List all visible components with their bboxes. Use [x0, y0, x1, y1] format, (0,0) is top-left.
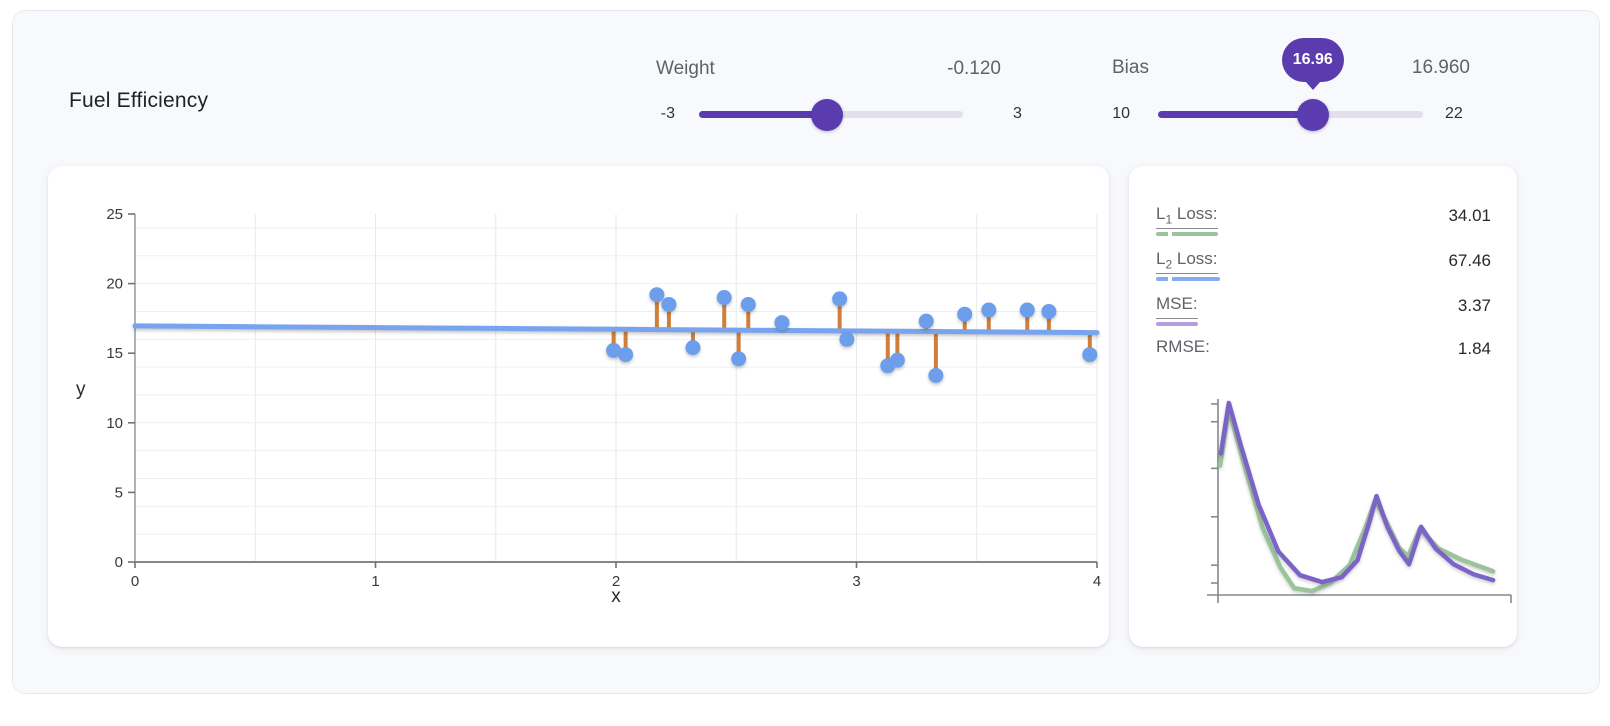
scatter-point: [957, 306, 973, 322]
x-tick-label: 1: [371, 573, 379, 590]
mse-label: MSE:: [1156, 294, 1198, 320]
loss-panel-card: L1 Loss: 34.01 L2 Loss: 67.46 MSE: 3.37 …: [1129, 166, 1517, 647]
loss-row-mse: MSE: 3.37: [1156, 294, 1491, 327]
scatter-point: [606, 342, 622, 358]
scatter-point: [839, 331, 855, 347]
x-tick-label: 0: [131, 573, 139, 590]
l1-loss-label: L1 Loss:: [1156, 204, 1218, 230]
l2-loss-value: 67.46: [1448, 251, 1491, 270]
rmse-value: 1.84: [1457, 339, 1491, 358]
l2-loss-legend-swatch: [1156, 277, 1220, 282]
y-tick-label: 0: [115, 554, 123, 571]
y-tick-label: 25: [106, 206, 123, 223]
weight-slider-track[interactable]: [699, 98, 963, 131]
bias-slider-thumb[interactable]: [1296, 98, 1329, 131]
y-tick-label: 20: [106, 276, 123, 293]
y-tick-label: 15: [106, 345, 123, 362]
bias-slider-track[interactable]: 16.96: [1158, 38, 1423, 131]
scatter-point: [889, 352, 905, 368]
scatter-point: [832, 291, 848, 307]
y-tick-label: 5: [115, 484, 123, 501]
scatter-point: [740, 296, 756, 312]
scatter-point: [649, 287, 665, 303]
scatter-point: [1019, 302, 1035, 318]
scatter-chart-card: 0 5 10 15 20 25 0 1 2 3 4 y x: [48, 166, 1109, 647]
scatter-point: [928, 367, 944, 383]
loss-row-rmse: RMSE: 1.84: [1156, 337, 1491, 367]
mse-legend-swatch: [1156, 322, 1198, 327]
scatter-points-group: [606, 287, 1098, 383]
y-tick-label: 10: [106, 415, 123, 432]
weight-slider-fill: [699, 111, 828, 118]
l2-loss-label: L2 Loss:: [1156, 249, 1218, 275]
page-title: Fuel Efficiency: [69, 89, 209, 112]
scatter-point: [1082, 347, 1098, 363]
weight-max-label: 3: [1013, 105, 1022, 122]
scatter-point: [661, 296, 677, 312]
weight-value: -0.120: [947, 58, 1001, 79]
y-axis-title: y: [76, 379, 86, 400]
x-tick-label: 3: [852, 573, 860, 590]
mse-loss-curve: [1218, 400, 1496, 585]
scatter-point: [731, 351, 747, 367]
tooltip-tail-icon: [1304, 81, 1321, 90]
weight-min-label: -3: [660, 105, 675, 122]
bias-value-tooltip: 16.96: [1281, 38, 1344, 90]
scatter-point: [1041, 303, 1057, 319]
bias-label: Bias: [1112, 57, 1149, 78]
weight-label: Weight: [656, 58, 715, 79]
x-tick-label: 2: [612, 573, 620, 590]
x-axis-title: x: [611, 586, 621, 607]
scatter-point: [618, 347, 634, 363]
scatter-point: [716, 290, 732, 306]
scatter-chart: 0 5 10 15 20 25 0 1 2 3 4 y x: [76, 206, 1101, 607]
bias-tooltip-text: 16.96: [1292, 51, 1333, 68]
scatter-point: [918, 313, 934, 329]
app-card: Fuel Efficiency Weight -0.120 -3 3 Bias …: [12, 10, 1600, 694]
weight-slider-thumb[interactable]: [811, 98, 844, 131]
model-line: [132, 323, 1100, 336]
bias-value: 16.960: [1411, 57, 1470, 78]
scatter-point: [774, 315, 790, 331]
loss-row-l1: L1 Loss: 34.01: [1156, 204, 1491, 237]
mse-value: 3.37: [1457, 296, 1491, 315]
loss-curve-chart: [1207, 399, 1512, 603]
bias-min-label: 10: [1112, 105, 1130, 122]
rmse-label: RMSE:: [1156, 337, 1210, 356]
bias-slider-fill: [1158, 111, 1313, 118]
scatter-point: [981, 302, 997, 318]
scatter-point: [685, 340, 701, 356]
bias-max-label: 22: [1445, 105, 1463, 122]
loss-row-l2: L2 Loss: 67.46: [1156, 249, 1491, 282]
l1-loss-value: 34.01: [1448, 206, 1491, 225]
x-tick-label: 4: [1093, 573, 1101, 590]
l1-loss-legend-swatch: [1156, 232, 1218, 237]
